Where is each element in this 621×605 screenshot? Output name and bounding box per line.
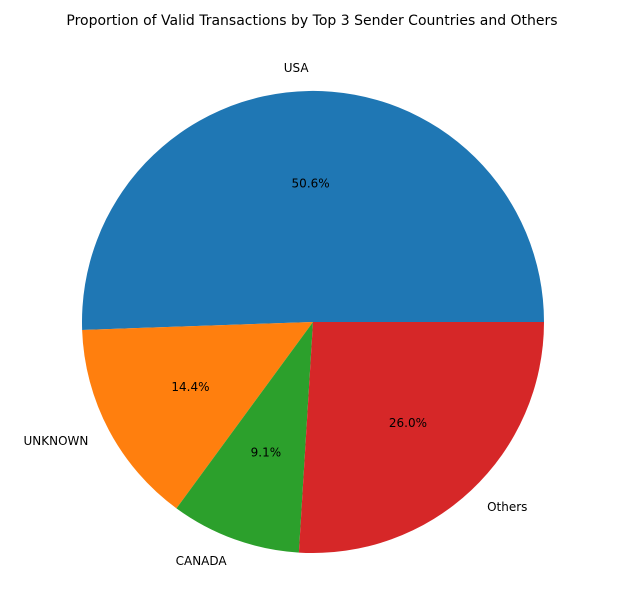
slice-label-usa: USA — [284, 61, 310, 75]
slice-label-unknown: UNKNOWN — [23, 434, 88, 448]
pie-slice-usa — [82, 90, 545, 330]
slice-percentage-usa: 50.6% — [292, 176, 330, 190]
slice-percentage-others: 26.0% — [389, 416, 427, 430]
slice-label-others: Others — [487, 500, 527, 514]
pie-slice-others — [298, 322, 544, 554]
pie-slice-unknown — [82, 322, 313, 509]
pie-slices — [82, 90, 545, 554]
slice-percentage-canada: 9.1% — [251, 445, 282, 459]
chart-title: Proportion of Valid Transactions by Top … — [66, 13, 557, 29]
slice-percentage-unknown: 14.4% — [171, 380, 209, 394]
slice-label-canada: CANADA — [176, 554, 228, 568]
pie-labels: USA 50.6% UNKNOWN 14.4% CANADA 9.1% Others 26.0… — [23, 61, 527, 568]
pie-slice-canada — [176, 322, 313, 553]
